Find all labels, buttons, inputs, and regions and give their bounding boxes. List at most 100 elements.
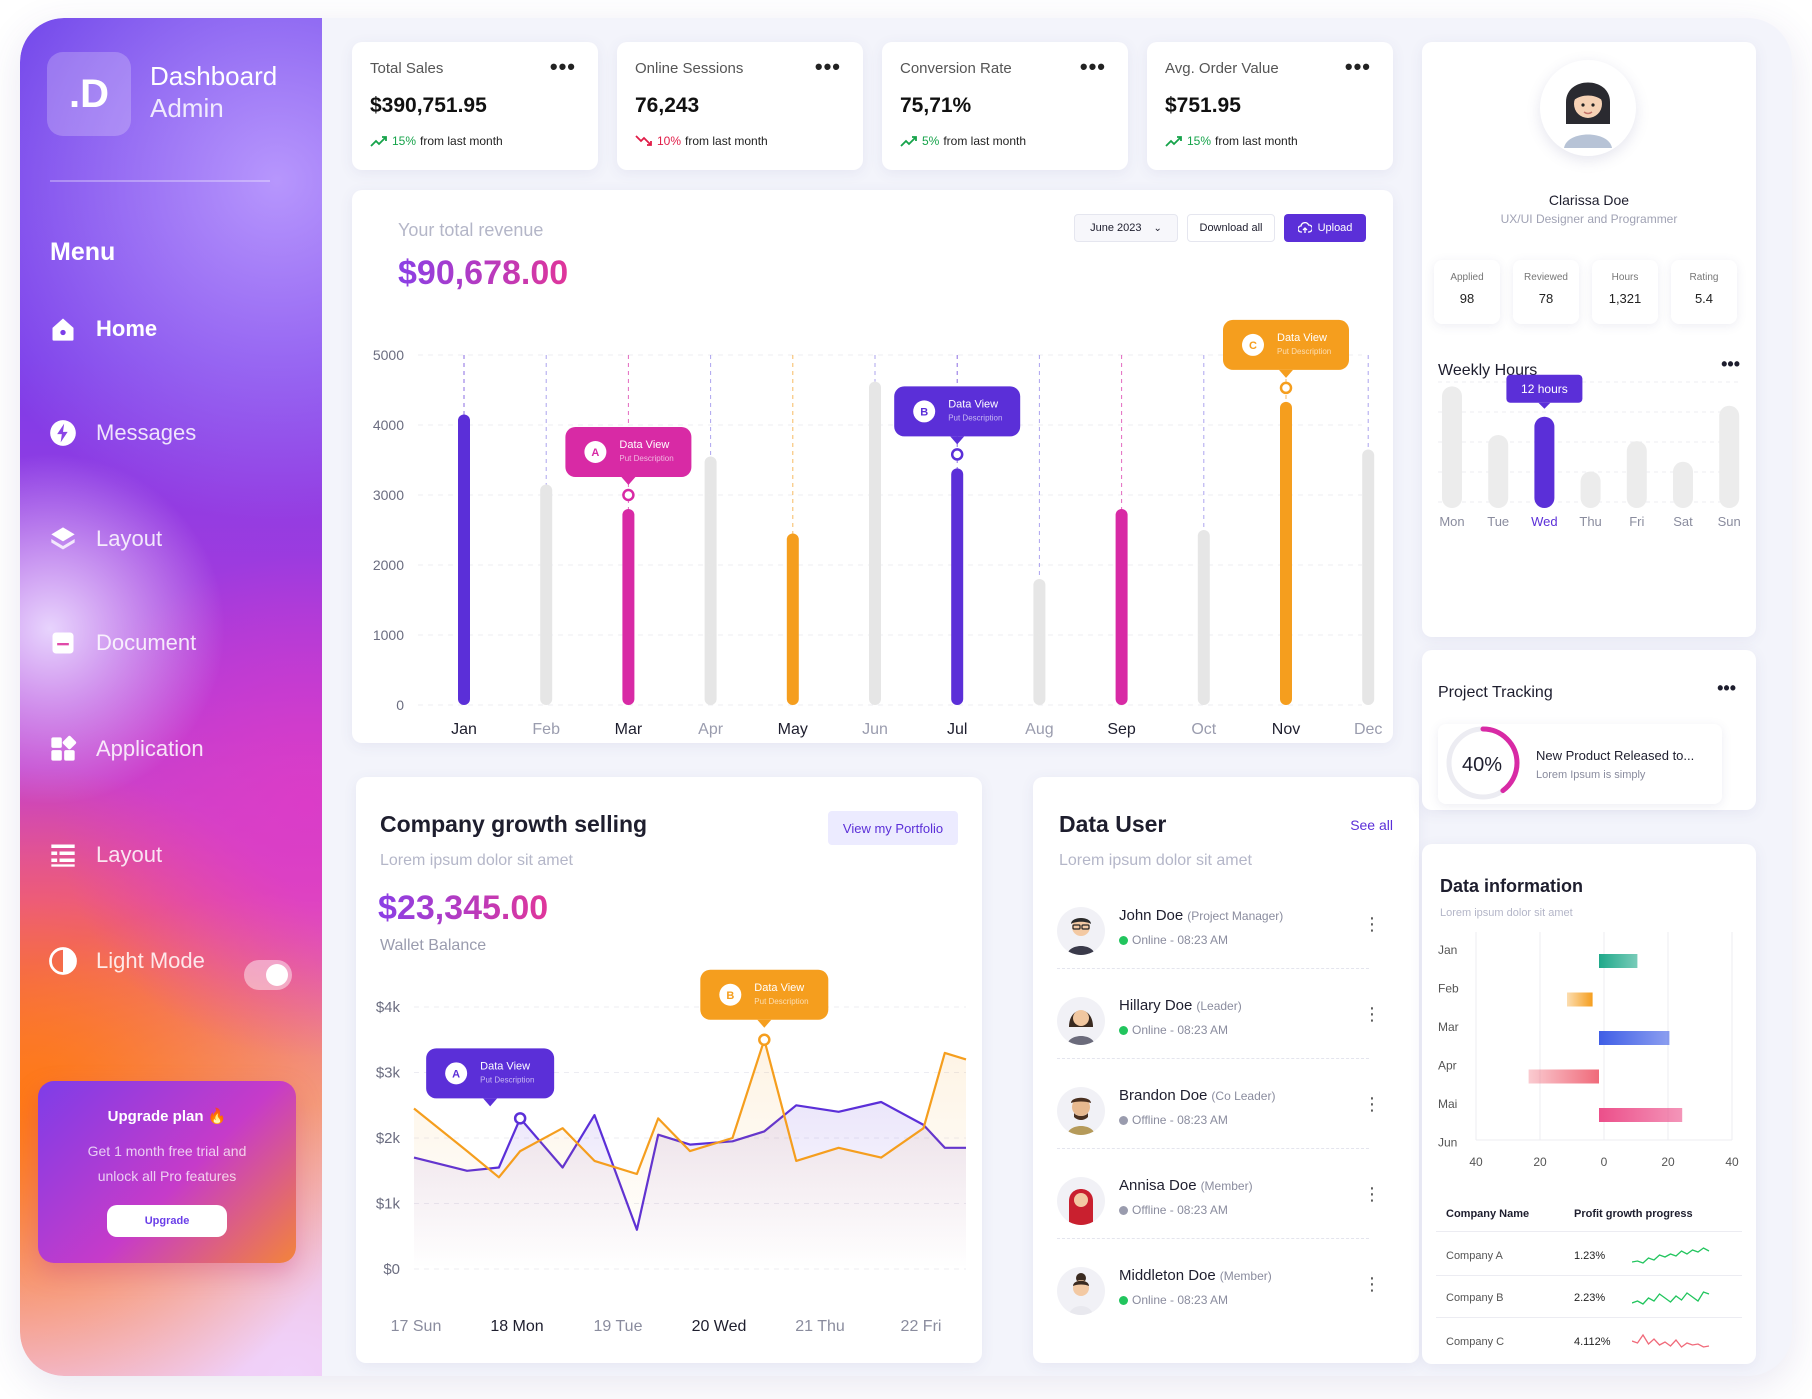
kebab-menu-icon[interactable]: ⋮ [1363,914,1381,934]
view-portfolio-button[interactable]: View my Portfolio [828,811,958,845]
bar [786,533,799,705]
data-user-subtitle: Lorem ipsum dolor sit amet [1059,852,1252,869]
sidebar-item-layout-2[interactable]: Layout [48,840,162,870]
user-role: (Leader) [1196,999,1242,1013]
x-tick-label: Mar [615,721,643,738]
y-tick-label: $3k [376,1065,401,1082]
y-tick-label: 1000 [373,627,404,643]
user-name: Middleton Doe (Member) [1119,1267,1272,1284]
tooltip-pointer [757,1019,772,1028]
data-point [513,1112,527,1125]
user-row[interactable]: Middleton Doe (Member) Online - 08:23 AM … [1057,1257,1381,1329]
y-tick-label: $0 [383,1261,400,1278]
x-tick-label: Jan [451,721,477,738]
user-status: Online - 08:23 AM [1119,933,1228,947]
bar [951,468,964,705]
tooltip-box [1506,374,1583,403]
profile-card: Clarissa Doe UX/UI Designer and Programm… [1422,42,1756,637]
data-information-subtitle: Lorem ipsum dolor sit amet [1440,907,1573,919]
y-tick-label: $2k [376,1130,401,1147]
see-all-link[interactable]: See all [1350,817,1393,833]
profit-value: 1.23% [1574,1250,1606,1262]
upgrade-button[interactable]: Upgrade [107,1205,227,1237]
more-icon[interactable]: ••• [814,54,841,79]
stat-value: $390,751.95 [370,94,487,117]
bar [1673,461,1693,508]
project-item[interactable]: 40% New Product Released to... Lorem Ips… [1438,724,1722,804]
bar [622,509,635,705]
sidebar-item-messages[interactable]: Messages [48,418,196,448]
tooltip-label: Data View [619,439,669,451]
period-select[interactable]: June 2023 ⌄ [1074,214,1178,242]
tooltip-sub: Put Description [948,413,1002,422]
tooltip-a: A Data View Put Description [426,1048,555,1107]
data-information-chart: 40 20 0 20 40 Jan Feb Mar Apr Mai Jun [1438,932,1739,1169]
table-row[interactable]: Company C 4.112% [1436,1318,1742,1360]
profile-name: Clarissa Doe [1548,192,1630,208]
profile-stat-value: 1,321 [1608,291,1642,306]
y-tick-label: 4000 [373,417,404,433]
progress-percent: 40% [1462,754,1503,776]
kebab-menu-icon[interactable]: ⋮ [1363,1094,1381,1114]
y-tick-label: Mar [1438,1020,1459,1034]
x-tick-label: May [778,721,808,738]
project-item-title: New Product Released to... [1536,748,1695,763]
profile-stat-label: Rating [1689,272,1719,283]
trend-down-icon [635,135,652,146]
sidebar-item-layout[interactable]: Layout [48,524,162,554]
upload-button[interactable]: Upload [1284,214,1366,242]
tooltip-box [700,969,829,1020]
table-row[interactable]: Company A 1.23% [1436,1234,1742,1276]
more-icon[interactable]: ••• [1079,54,1106,79]
sidebar-item-application[interactable]: Application [48,734,204,764]
more-icon[interactable]: ••• [1717,678,1736,698]
tooltip-sub: Put Description [619,454,673,463]
x-tick-label: Oct [1191,721,1216,738]
light-mode-toggle[interactable] [244,960,292,990]
user-row[interactable]: John Doe (Project Manager) Online - 08:23… [1057,897,1381,969]
x-tick-label: Thu [1579,514,1601,529]
user-row[interactable]: Brandon Doe (Co Leader) Offline - 08:23 A… [1057,1077,1381,1149]
profile-stat-value: 98 [1459,291,1475,306]
kebab-menu-icon[interactable]: ⋮ [1363,1004,1381,1024]
x-tick-label: Fri [1629,514,1644,529]
upgrade-title: Upgrade plan 🔥 [107,1108,227,1125]
logo[interactable]: .D [47,52,131,136]
y-tick-label: 5000 [373,347,404,363]
bar [1528,1069,1599,1084]
more-icon[interactable]: ••• [549,54,576,79]
tooltip-letter: A [591,447,599,459]
apps-grid-icon [48,734,78,764]
y-tick-label: Jun [1438,1136,1457,1150]
sidebar-item-label: Layout [96,842,163,867]
user-name: John Doe (Project Manager) [1119,907,1283,924]
avatar[interactable] [1540,60,1636,156]
sparkline-path [1632,1291,1710,1305]
bar [1567,992,1593,1007]
y-tick-label: $4k [376,999,401,1016]
user-row[interactable]: Hillary Doe (Leader) Online - 08:23 AM ⋮ [1057,987,1381,1059]
bar [1280,401,1292,705]
sidebar-item-document[interactable]: Document [48,628,196,658]
series-area [414,1039,966,1269]
sidebar-item-home[interactable]: Home [48,314,157,344]
more-icon[interactable]: ••• [1344,54,1371,79]
donut-progress [1446,726,1520,800]
x-tick-label: Feb [532,721,560,738]
revenue-title: Your total revenue [398,220,544,240]
download-all-button[interactable]: Download all [1187,214,1275,242]
x-tick-label: Sep [1107,721,1136,738]
kebab-menu-icon[interactable]: ⋮ [1363,1274,1381,1294]
stat-change-text: from last month [420,134,503,148]
company-name: Company C [1446,1336,1505,1348]
user-name-text: Annisa Doe [1119,1177,1197,1194]
avatar [1057,1087,1105,1135]
profile-stat-value: 5.4 [1694,291,1714,306]
stat-value: 76,243 [635,94,700,117]
y-tick-label: $1k [376,1196,401,1213]
table-row[interactable]: Company B 2.23% [1436,1276,1742,1318]
user-row[interactable]: Annisa Doe (Member) Offline - 08:23 AM ⋮ [1057,1167,1381,1239]
tooltip-label: Data View [948,398,998,410]
kebab-menu-icon[interactable]: ⋮ [1363,1184,1381,1204]
more-icon[interactable]: ••• [1721,354,1740,374]
